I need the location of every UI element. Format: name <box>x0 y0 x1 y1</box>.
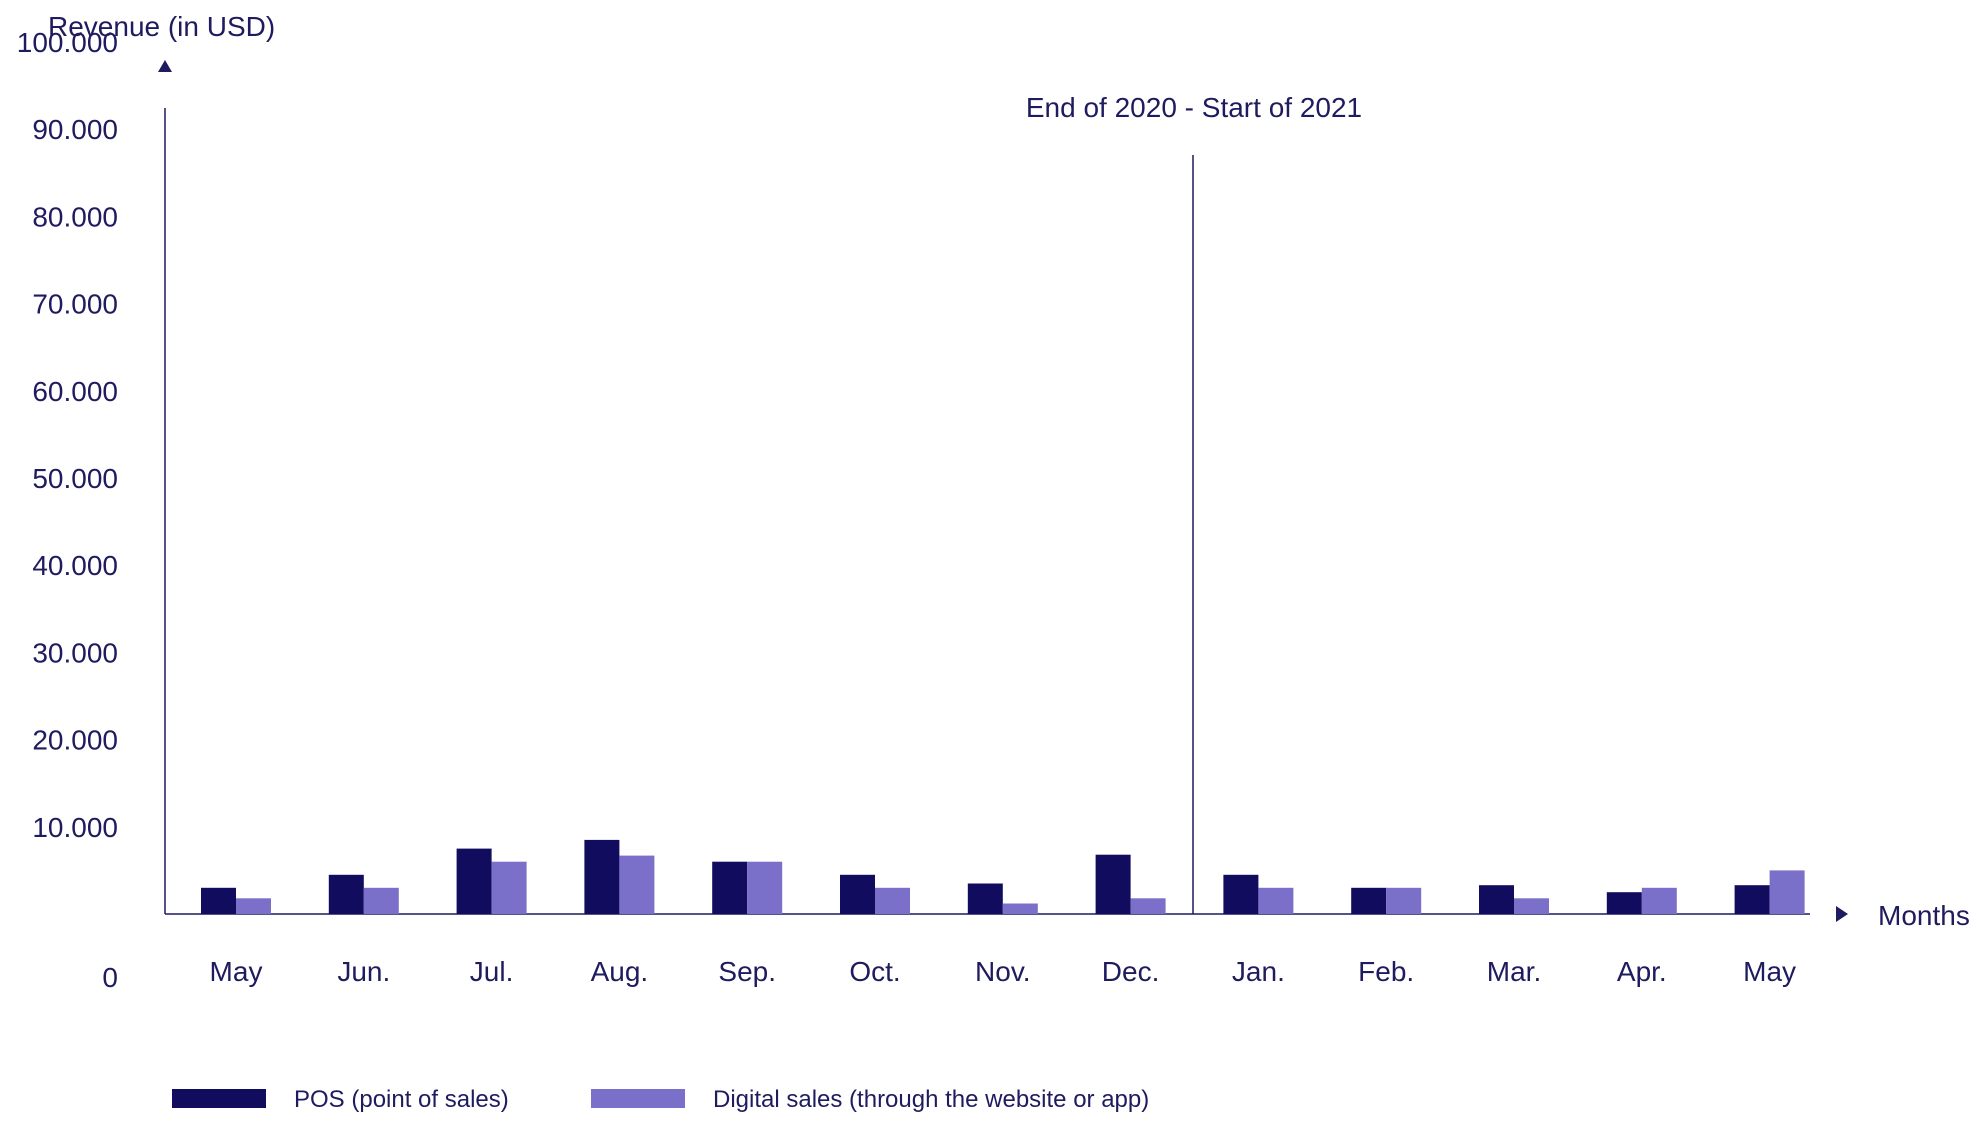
bar-digital <box>1130 898 1166 914</box>
legend: POS (point of sales) Digital sales (thro… <box>172 1086 1149 1113</box>
bar-digital <box>1641 887 1677 914</box>
legend-label-digital: Digital sales (through the website or ap… <box>713 1086 1149 1113</box>
bar-digital <box>619 855 655 914</box>
y-tick-label: 0 <box>102 962 118 993</box>
bar-marks <box>201 839 1805 914</box>
x-tick-label: Aug. <box>591 956 649 987</box>
y-tick-label: 10.000 <box>32 812 118 843</box>
y-tick-label: 30.000 <box>32 637 118 668</box>
x-tick-label: Jun. <box>337 956 390 987</box>
x-tick-label: Dec. <box>1102 956 1160 987</box>
bar-digital <box>363 887 399 914</box>
bar-pos <box>967 883 1003 914</box>
bar-digital <box>1514 898 1549 914</box>
y-tick-label: 60.000 <box>32 376 118 407</box>
y-tick-label: 80.000 <box>32 201 118 232</box>
year-divider-annotation: End of 2020 - Start of 2021 <box>1026 92 1362 123</box>
bar-digital <box>875 887 910 914</box>
bar-pos <box>328 874 364 914</box>
bar-pos <box>712 861 748 914</box>
bar-pos <box>840 874 875 914</box>
bar-pos <box>1223 874 1259 914</box>
bar-pos <box>456 848 492 914</box>
x-tick-label: Sep. <box>718 956 776 987</box>
y-tick-label: 20.000 <box>32 725 118 756</box>
bar-pos <box>1095 854 1131 914</box>
x-tick-label: Mar. <box>1487 956 1541 987</box>
bar-digital <box>491 861 527 914</box>
bar-digital <box>1386 887 1422 914</box>
x-tick-label: Oct. <box>849 956 900 987</box>
x-axis-arrow-icon <box>1836 906 1848 922</box>
bar-digital <box>1769 870 1805 914</box>
x-tick-label: Jul. <box>470 956 514 987</box>
y-axis-title: Revenue (in USD) <box>48 11 275 42</box>
y-tick-label: 90.000 <box>32 114 118 145</box>
bar-pos <box>1479 885 1514 914</box>
bar-pos <box>1606 892 1642 914</box>
x-tick-label: Apr. <box>1617 956 1667 987</box>
x-tick-label: May <box>1743 956 1796 987</box>
bar-pos <box>1351 887 1387 914</box>
bar-digital <box>236 898 271 914</box>
bar-pos <box>1734 885 1770 914</box>
y-axis-arrow-icon <box>158 60 172 72</box>
bar-pos <box>584 839 620 914</box>
x-axis-title: Months <box>1878 900 1970 931</box>
bar-pos <box>201 887 236 914</box>
y-tick-label: 40.000 <box>32 550 118 581</box>
bar-digital <box>747 861 783 914</box>
y-tick-label: 50.000 <box>32 463 118 494</box>
legend-swatch-pos <box>172 1089 266 1108</box>
legend-label-pos: POS (point of sales) <box>294 1086 509 1113</box>
y-tick-label: 70.000 <box>32 289 118 320</box>
y-tick-label: 100.000 <box>17 27 118 58</box>
legend-swatch-digital <box>591 1089 685 1108</box>
x-tick-label: Jan. <box>1232 956 1285 987</box>
y-tick-labels: 0 10.000 20.000 30.000 40.000 50.000 60.000 70.… <box>17 27 118 993</box>
bar-digital <box>1002 903 1038 914</box>
x-tick-labels: May Jun. Jul. Aug. Sep. Oct. Nov. Dec. Jan. Feb. M… <box>210 956 1797 987</box>
bar-digital <box>1258 887 1294 914</box>
x-tick-label: Feb. <box>1358 956 1414 987</box>
x-tick-label: May <box>210 956 263 987</box>
x-tick-label: Nov. <box>975 956 1031 987</box>
